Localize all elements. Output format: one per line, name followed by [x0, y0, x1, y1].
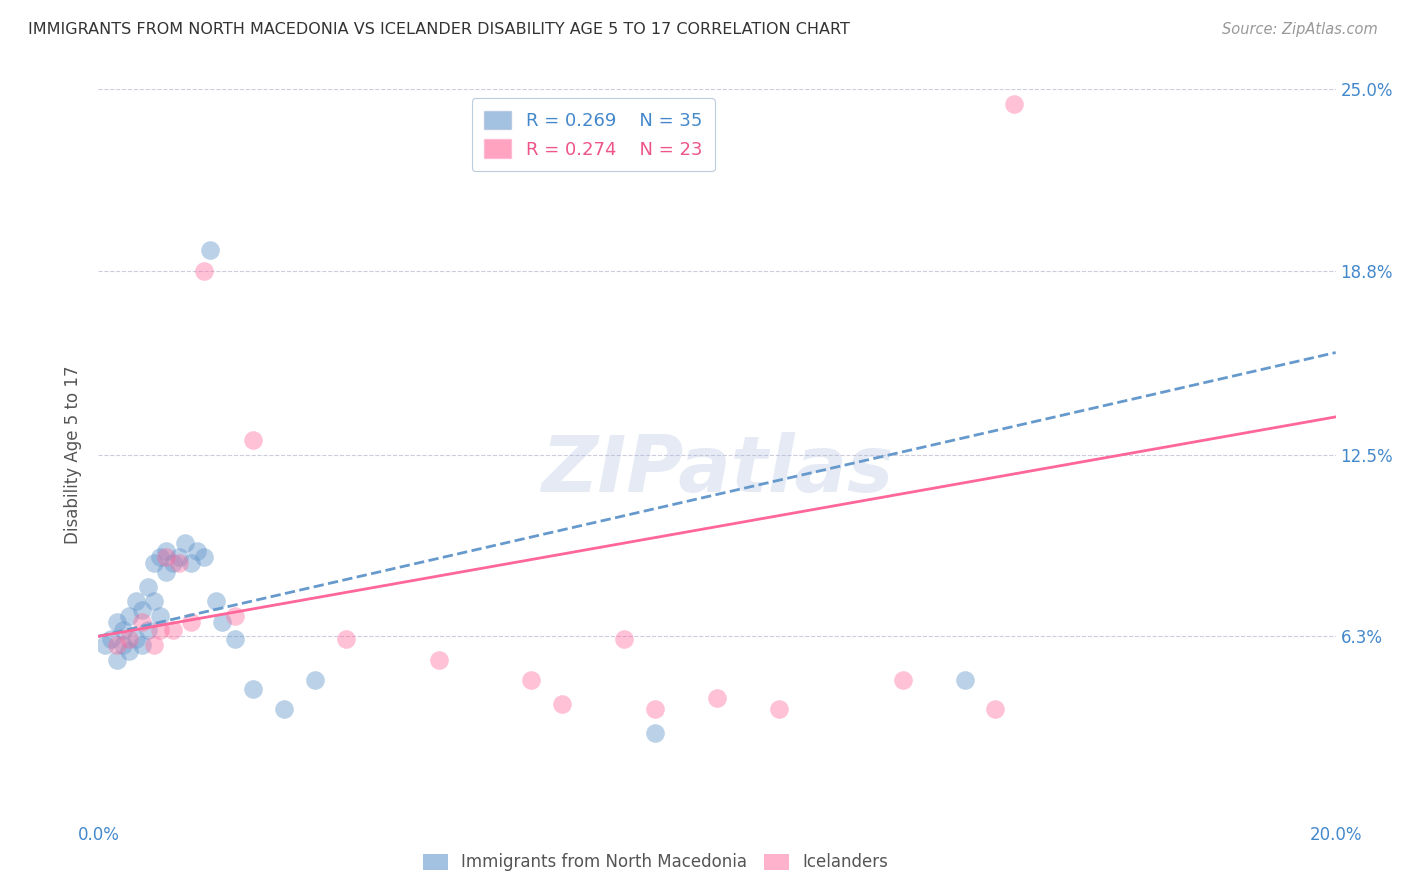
- Point: [224, 608, 246, 623]
- Point: [706, 690, 728, 705]
- Point: [112, 624, 135, 638]
- Point: [155, 544, 177, 558]
- Point: [143, 556, 166, 570]
- Point: [131, 615, 153, 629]
- Point: [136, 624, 159, 638]
- Point: [953, 673, 976, 688]
- Point: [193, 550, 215, 565]
- Point: [124, 594, 146, 608]
- Point: [105, 638, 128, 652]
- Point: [131, 603, 153, 617]
- Point: [198, 243, 221, 257]
- Point: [224, 632, 246, 647]
- Point: [100, 632, 122, 647]
- Point: [143, 594, 166, 608]
- Point: [118, 608, 141, 623]
- Point: [211, 615, 233, 629]
- Point: [124, 632, 146, 647]
- Point: [180, 615, 202, 629]
- Point: [186, 544, 208, 558]
- Point: [644, 726, 666, 740]
- Point: [131, 638, 153, 652]
- Point: [242, 681, 264, 696]
- Point: [162, 556, 184, 570]
- Point: [551, 697, 574, 711]
- Point: [242, 434, 264, 448]
- Point: [180, 556, 202, 570]
- Point: [644, 702, 666, 716]
- Point: [155, 550, 177, 565]
- Point: [335, 632, 357, 647]
- Point: [273, 702, 295, 716]
- Point: [304, 673, 326, 688]
- Point: [205, 594, 228, 608]
- Point: [149, 624, 172, 638]
- Point: [768, 702, 790, 716]
- Point: [149, 608, 172, 623]
- Point: [136, 580, 159, 594]
- Text: IMMIGRANTS FROM NORTH MACEDONIA VS ICELANDER DISABILITY AGE 5 TO 17 CORRELATION : IMMIGRANTS FROM NORTH MACEDONIA VS ICELA…: [28, 22, 851, 37]
- Point: [155, 565, 177, 579]
- Point: [891, 673, 914, 688]
- Point: [427, 653, 450, 667]
- Point: [174, 535, 197, 549]
- Point: [105, 653, 128, 667]
- Point: [984, 702, 1007, 716]
- Point: [613, 632, 636, 647]
- Point: [118, 632, 141, 647]
- Y-axis label: Disability Age 5 to 17: Disability Age 5 to 17: [65, 366, 83, 544]
- Point: [167, 556, 190, 570]
- Text: Source: ZipAtlas.com: Source: ZipAtlas.com: [1222, 22, 1378, 37]
- Point: [167, 550, 190, 565]
- Text: ZIPatlas: ZIPatlas: [541, 432, 893, 508]
- Point: [93, 638, 115, 652]
- Point: [162, 624, 184, 638]
- Point: [112, 638, 135, 652]
- Point: [193, 263, 215, 277]
- Point: [143, 638, 166, 652]
- Point: [105, 615, 128, 629]
- Point: [1002, 96, 1025, 111]
- Legend: Immigrants from North Macedonia, Icelanders: Immigrants from North Macedonia, Iceland…: [416, 847, 894, 878]
- Point: [118, 644, 141, 658]
- Point: [149, 550, 172, 565]
- Point: [520, 673, 543, 688]
